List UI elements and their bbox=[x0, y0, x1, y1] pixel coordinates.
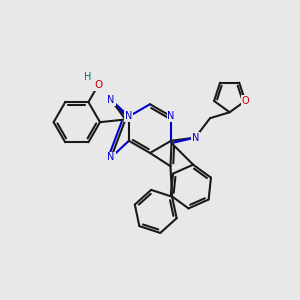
Text: O: O bbox=[94, 80, 102, 90]
Text: N: N bbox=[167, 111, 175, 122]
Text: N: N bbox=[107, 95, 115, 105]
Text: H: H bbox=[84, 72, 92, 82]
Text: O: O bbox=[242, 96, 249, 106]
Text: N: N bbox=[107, 152, 115, 162]
Text: N: N bbox=[125, 111, 133, 122]
Text: N: N bbox=[192, 133, 199, 142]
